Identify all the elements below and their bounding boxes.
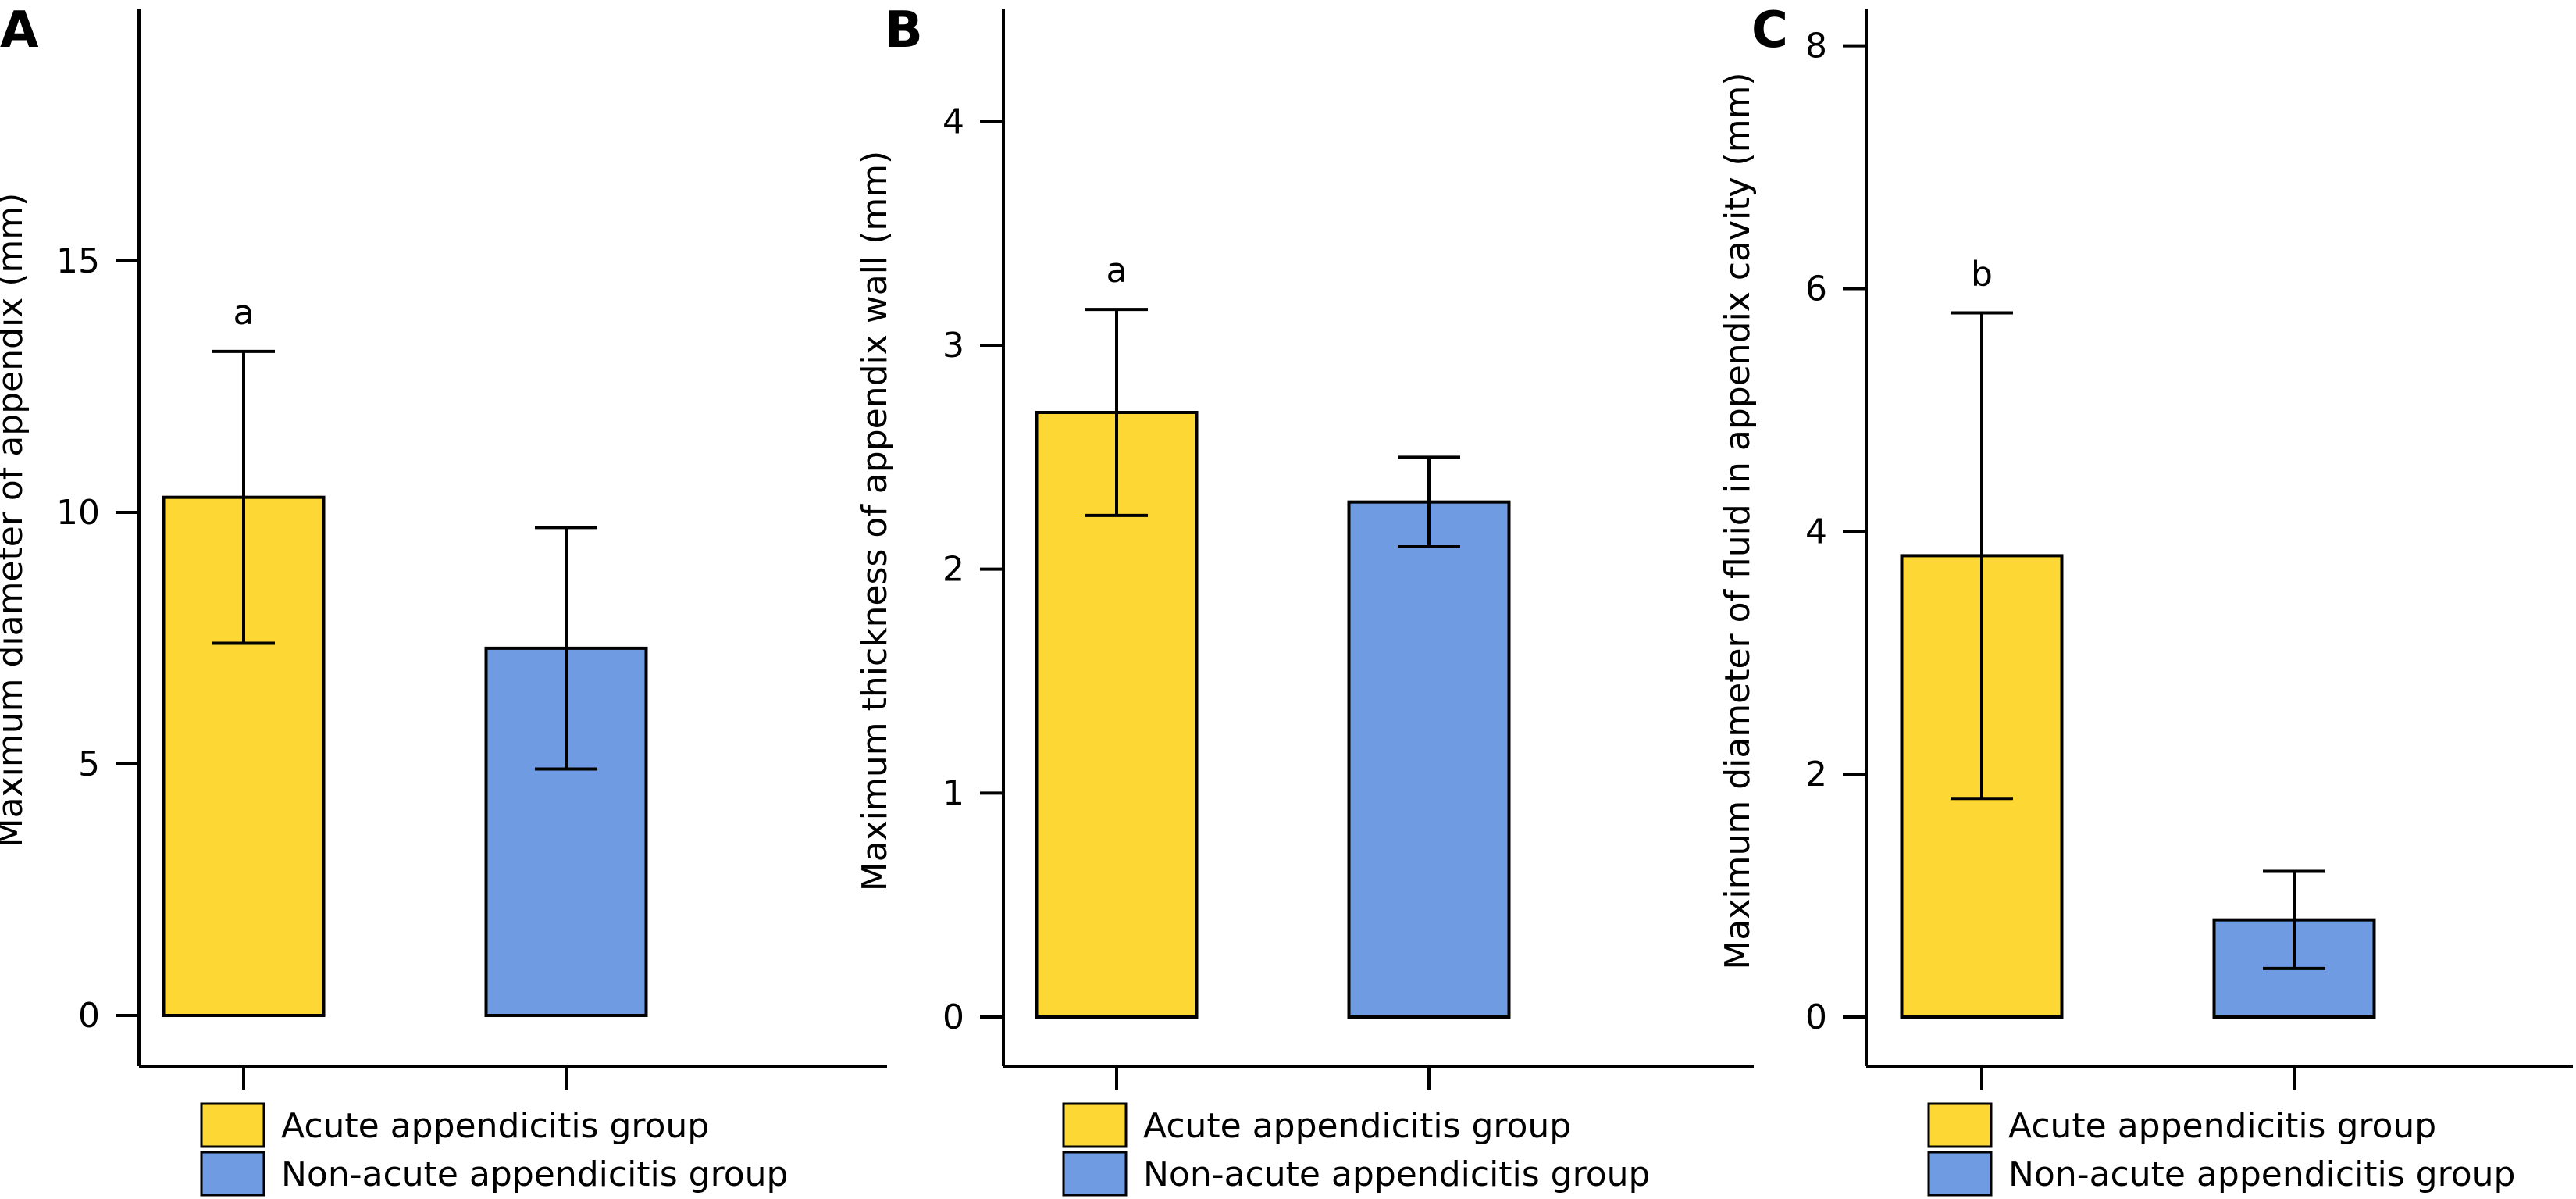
legend-label-acute: Acute appendicitis group <box>2008 1106 2436 1146</box>
legend-label-acute: Acute appendicitis group <box>281 1106 709 1146</box>
significance-label: a <box>233 293 255 333</box>
legend-swatch-acute <box>1927 1102 1993 1148</box>
legend-swatch-non-acute <box>1062 1151 1128 1197</box>
chart-panel-a: A 0 5 10 15 Maximum diameter of appendix (mm)… <box>0 2 887 1197</box>
legend-label-non-acute: Non-acute appendicitis group <box>1143 1154 1650 1194</box>
y-tick-label: 1 <box>942 773 964 813</box>
y-tick-label: 6 <box>1805 269 1827 309</box>
chart-panel-b: B 0 1 2 3 4 Maximum thickness of appendix wall… <box>855 2 1754 1197</box>
panel-letter: A <box>0 2 39 59</box>
legend: Acute appendicitis group Non-acute append… <box>1927 1102 2515 1197</box>
legend-swatch-acute <box>1062 1102 1128 1148</box>
y-axis-title: Maximum thickness of appendix wall (mm) <box>855 151 895 891</box>
y-tick-label: 2 <box>942 550 964 590</box>
y-tick-label: 2 <box>1805 755 1827 794</box>
y-tick-label: 4 <box>942 102 964 141</box>
significance-label: a <box>1106 251 1128 291</box>
legend-label-non-acute: Non-acute appendicitis group <box>281 1154 788 1194</box>
legend: Acute appendicitis group Non-acute append… <box>1062 1102 1650 1197</box>
y-axis-title: Maximum diameter of fluid in appendix ca… <box>1718 72 1758 969</box>
y-tick-label: 0 <box>78 996 100 1036</box>
legend: Acute appendicitis group Non-acute append… <box>200 1102 788 1197</box>
y-tick-label: 4 <box>1805 512 1827 551</box>
y-tick-label: 3 <box>942 326 964 366</box>
y-tick-label: 10 <box>56 493 100 533</box>
legend-swatch-non-acute <box>1927 1151 1993 1197</box>
y-tick-label: 0 <box>942 997 964 1037</box>
y-tick-label: 8 <box>1805 27 1827 66</box>
legend-swatch-non-acute <box>200 1151 265 1197</box>
panel-letter: B <box>885 2 923 59</box>
legend-swatch-acute <box>200 1102 265 1148</box>
y-tick-label: 0 <box>1805 997 1827 1037</box>
panel-letter: C <box>1751 2 1788 59</box>
y-tick-label: 15 <box>56 241 100 281</box>
y-tick-label: 5 <box>78 744 100 784</box>
significance-label: b <box>1971 255 1993 294</box>
legend-label-non-acute: Non-acute appendicitis group <box>2008 1154 2515 1194</box>
bar-non-acute <box>1347 500 1511 1019</box>
y-axis-title: Maximum diameter of appendix (mm) <box>0 193 30 848</box>
legend-label-acute: Acute appendicitis group <box>1143 1106 1571 1146</box>
chart-panel-c: C 0 2 4 6 8 Maximum diameter of fluid in appen… <box>1718 2 2573 1197</box>
